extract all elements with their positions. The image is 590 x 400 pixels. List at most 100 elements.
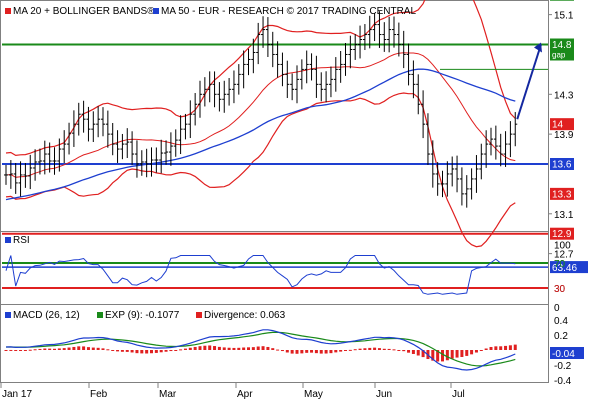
divergence-bar: [208, 345, 212, 350]
price-bar: [348, 35, 353, 69]
price-bar: [469, 168, 474, 200]
price-y-tick-label: 15.1: [554, 11, 574, 22]
level-label-4: 13.3: [552, 189, 572, 200]
price-bar: [159, 139, 164, 174]
divergence-bar: [150, 350, 153, 354]
divergence-bar: [416, 350, 420, 356]
divergence-bar: [67, 347, 71, 350]
divergence-bar: [513, 344, 517, 350]
price-bar: [280, 52, 285, 87]
macd-current-badge: [550, 347, 584, 359]
divergence-bar: [290, 350, 294, 354]
divergence-bar: [358, 348, 362, 350]
macd-current-label: -0.04: [552, 349, 575, 360]
divergence-bar: [43, 348, 47, 350]
divergence-bar: [101, 348, 105, 350]
x-tick-label: Mar: [159, 389, 177, 400]
divergence-bar: [465, 350, 469, 356]
price-bar: [207, 71, 212, 103]
divergence-bar: [392, 349, 396, 351]
divergence-bar: [339, 350, 343, 352]
price-bar: [430, 140, 435, 188]
divergence-bar: [159, 350, 163, 353]
divergence-bar: [222, 347, 226, 350]
divergence-bar: [455, 350, 459, 358]
level-sublabel-1: gap: [552, 51, 566, 60]
divergence-bar: [111, 350, 115, 351]
price-bar: [13, 162, 18, 194]
price-bar: [91, 111, 96, 143]
macd-y-axis: 0.40.20-0.2-0.4-0.04: [550, 316, 584, 387]
legend-swatch-macd: [5, 312, 11, 318]
divergence-bar: [295, 350, 299, 354]
divergence-bar: [436, 350, 440, 362]
rsi-levels: [2, 262, 548, 289]
ma50-line: [5, 68, 516, 201]
divergence-bar: [217, 346, 221, 350]
macd-y-tick-label: 0.2: [554, 331, 568, 342]
rsi-line: [5, 255, 516, 295]
bollinger-lower-band: [5, 92, 516, 248]
divergence-bar: [407, 350, 411, 353]
divergence-bar: [348, 349, 352, 351]
divergence-bar: [145, 350, 149, 354]
divergence-bar: [276, 349, 280, 351]
x-tick-label: Jun: [376, 389, 392, 400]
divergence-bar: [470, 350, 474, 355]
x-tick-label: Apr: [237, 389, 253, 400]
price-y-tick-label: 13.9: [554, 130, 574, 141]
divergence-bar: [135, 350, 139, 354]
price-bar: [193, 93, 198, 126]
legend-label-ma20: MA 20 + BOLLINGER BANDS®: [13, 6, 155, 17]
rsi-y-tick-label: 100: [554, 240, 571, 251]
price-bar: [285, 60, 290, 99]
x-tick-label: May: [304, 389, 323, 400]
price-bar: [411, 60, 416, 99]
price-bar: [484, 130, 489, 168]
price-bar: [236, 64, 241, 95]
divergence-bar: [23, 350, 27, 351]
x-tick-label: Jan 17: [2, 389, 32, 400]
divergence-bar: [431, 350, 435, 361]
price-bar: [319, 72, 324, 102]
level-label-5: 12.9: [552, 229, 572, 240]
rsi-series-line: [5, 255, 516, 295]
divergence-bar: [82, 346, 86, 350]
price-bar: [47, 142, 52, 173]
price-bar: [372, 13, 377, 42]
price-bar: [265, 17, 270, 58]
divergence-bar: [402, 350, 406, 352]
divergence-bar: [9, 349, 13, 351]
divergence-bar: [280, 350, 284, 352]
level-label-0: 15.3: [552, 0, 572, 1]
legend-label-ma50: MA 50 - EUR - RESEARCH © 2017 TRADING CE…: [161, 6, 416, 17]
divergence-bar: [421, 350, 425, 358]
level-badge-3: [550, 158, 574, 170]
price-bar: [513, 112, 518, 147]
divergence-bar: [300, 350, 304, 354]
legend-swatch-rsi: [5, 237, 11, 243]
level-label-2: 14: [552, 120, 564, 131]
price-bar: [295, 65, 299, 104]
price-bar: [421, 90, 426, 139]
price-bar: [367, 15, 372, 49]
divergence-bar: [14, 350, 18, 351]
divergence-bar: [494, 346, 498, 350]
price-bar: [493, 125, 498, 160]
legend-label-rsi: RSI: [13, 235, 30, 246]
price-bar: [314, 55, 319, 98]
price-bar: [120, 133, 125, 160]
price-bar: [101, 107, 105, 137]
divergence-bar: [28, 349, 32, 351]
price-bar: [115, 130, 120, 163]
price-bar: [508, 121, 513, 158]
divergence-bar: [508, 345, 512, 350]
price-bar: [71, 110, 76, 147]
divergence-bar: [91, 347, 95, 350]
divergence-bar: [140, 350, 144, 354]
divergence-bar: [213, 346, 217, 350]
price-bar: [474, 155, 479, 193]
macd-y-tick-label: 0.4: [554, 316, 568, 327]
